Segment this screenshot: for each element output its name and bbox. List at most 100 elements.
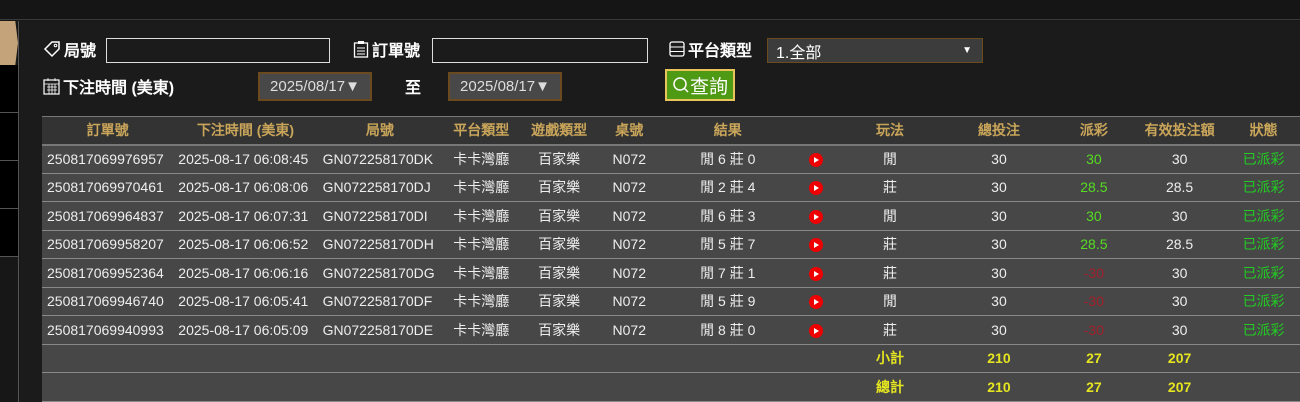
cell bbox=[794, 344, 838, 373]
cell bbox=[794, 372, 838, 402]
replay-cell bbox=[794, 230, 838, 259]
cell: 28.5 bbox=[1132, 173, 1228, 202]
cell: 卡卡灣廳 bbox=[442, 287, 521, 316]
cell: 30 bbox=[942, 315, 1056, 345]
cell: 2025-08-17 06:06:16 bbox=[173, 258, 318, 288]
cell: 30 bbox=[942, 230, 1056, 259]
platform-label: 平台類型 bbox=[669, 37, 752, 61]
cell: 已派彩 bbox=[1227, 287, 1300, 316]
column-header bbox=[794, 116, 838, 146]
cell: 30 bbox=[1132, 258, 1228, 288]
cell bbox=[173, 372, 318, 402]
table-row: 250817069976957 2025-08-17 06:08:45 GN0722… bbox=[42, 144, 1300, 174]
cell bbox=[442, 372, 521, 402]
play-video-icon[interactable] bbox=[809, 209, 824, 224]
search-button[interactable]: 查詢 bbox=[665, 69, 735, 101]
cell: 閒 8 莊 0 bbox=[660, 315, 795, 345]
cell: -30 bbox=[1055, 315, 1133, 345]
calendar-icon bbox=[43, 78, 60, 95]
cell: 莊 bbox=[837, 258, 943, 288]
cell: 2025-08-17 06:05:41 bbox=[173, 287, 318, 316]
time-label: 下注時間 (美東) bbox=[43, 74, 174, 98]
column-header: 桌號 bbox=[597, 116, 661, 146]
play-video-icon[interactable] bbox=[809, 266, 824, 281]
cell: 閒 bbox=[837, 144, 943, 174]
sidebar-item[interactable] bbox=[0, 65, 18, 113]
cell: GN072258170DK bbox=[317, 144, 443, 174]
cell: 250817069970461 bbox=[42, 173, 174, 202]
cell: 28.5 bbox=[1055, 173, 1133, 202]
replay-cell bbox=[794, 201, 838, 231]
cell: 2025-08-17 06:07:31 bbox=[173, 201, 318, 231]
replay-cell bbox=[794, 287, 838, 316]
total-label: 總計 bbox=[837, 372, 943, 402]
cell bbox=[660, 344, 795, 373]
order-label: 訂單號 bbox=[353, 37, 420, 61]
total-valid_bet: 207 bbox=[1132, 372, 1228, 402]
column-header: 狀態 bbox=[1227, 116, 1300, 146]
cell bbox=[597, 372, 661, 402]
cell: N072 bbox=[597, 201, 661, 231]
cell: 250817069976957 bbox=[42, 144, 174, 174]
column-header: 訂單號 bbox=[42, 116, 174, 146]
top-bar bbox=[0, 0, 1300, 20]
sidebar-item[interactable] bbox=[0, 209, 18, 257]
date-from-picker[interactable]: 2025/08/17▼ bbox=[258, 72, 372, 101]
cell: 30 bbox=[1132, 287, 1228, 316]
cell: 30 bbox=[942, 144, 1056, 174]
cell: 已派彩 bbox=[1227, 201, 1300, 231]
column-header: 遊戲類型 bbox=[520, 116, 598, 146]
round-input[interactable] bbox=[106, 38, 330, 63]
cell: N072 bbox=[597, 287, 661, 316]
cell bbox=[173, 344, 318, 373]
total-row: 總計 210 27 207 bbox=[42, 372, 1300, 402]
cell: N072 bbox=[597, 173, 661, 202]
cell: 百家樂 bbox=[520, 144, 598, 174]
cell: 30 bbox=[942, 258, 1056, 288]
column-header: 局號 bbox=[317, 116, 443, 146]
clipboard-icon bbox=[353, 41, 369, 58]
cell: 卡卡灣廳 bbox=[442, 315, 521, 345]
table-row: 250817069958207 2025-08-17 06:06:52 GN0722… bbox=[42, 230, 1300, 259]
cell bbox=[317, 344, 443, 373]
play-video-icon[interactable] bbox=[809, 238, 824, 253]
cell: 卡卡灣廳 bbox=[442, 144, 521, 174]
sidebar-item[interactable] bbox=[0, 161, 18, 209]
play-video-icon[interactable] bbox=[809, 323, 824, 338]
cell: 2025-08-17 06:08:06 bbox=[173, 173, 318, 202]
round-label: 局號 bbox=[43, 37, 96, 61]
column-header: 平台類型 bbox=[442, 116, 521, 146]
cell: 30 bbox=[1055, 144, 1133, 174]
table-row: 250817069940993 2025-08-17 06:05:09 GN0722… bbox=[42, 315, 1300, 345]
platform-select[interactable]: 1.全部 ▼ bbox=[767, 38, 983, 63]
cell: GN072258170DE bbox=[317, 315, 443, 345]
cell bbox=[42, 372, 174, 402]
tag-icon bbox=[43, 41, 60, 58]
cell: 2025-08-17 06:08:45 bbox=[173, 144, 318, 174]
cell: 2025-08-17 06:05:09 bbox=[173, 315, 318, 345]
cell bbox=[520, 372, 598, 402]
sidebar-item[interactable] bbox=[0, 113, 18, 161]
play-video-icon[interactable] bbox=[809, 153, 824, 168]
cell: N072 bbox=[597, 144, 661, 174]
cell: 莊 bbox=[837, 315, 943, 345]
cell: 30 bbox=[942, 173, 1056, 202]
cell: -30 bbox=[1055, 287, 1133, 316]
subtotal-payout: 27 bbox=[1055, 344, 1133, 373]
chevron-down-icon: ▼ bbox=[962, 45, 972, 56]
play-video-icon[interactable] bbox=[809, 295, 824, 310]
order-input[interactable] bbox=[432, 38, 648, 63]
cell: GN072258170DH bbox=[317, 230, 443, 259]
cell: 卡卡灣廳 bbox=[442, 201, 521, 231]
cell bbox=[520, 344, 598, 373]
cell: 閒 7 莊 1 bbox=[660, 258, 795, 288]
sidebar-tab-active[interactable] bbox=[0, 21, 18, 65]
date-to-picker[interactable]: 2025/08/17▼ bbox=[448, 72, 562, 101]
cell: 30 bbox=[1132, 144, 1228, 174]
table-row: 250817069964837 2025-08-17 06:07:31 GN0722… bbox=[42, 201, 1300, 231]
cell: 2025-08-17 06:06:52 bbox=[173, 230, 318, 259]
cell: N072 bbox=[597, 258, 661, 288]
cell: 閒 5 莊 9 bbox=[660, 287, 795, 316]
cell: 卡卡灣廳 bbox=[442, 258, 521, 288]
play-video-icon[interactable] bbox=[809, 181, 824, 196]
